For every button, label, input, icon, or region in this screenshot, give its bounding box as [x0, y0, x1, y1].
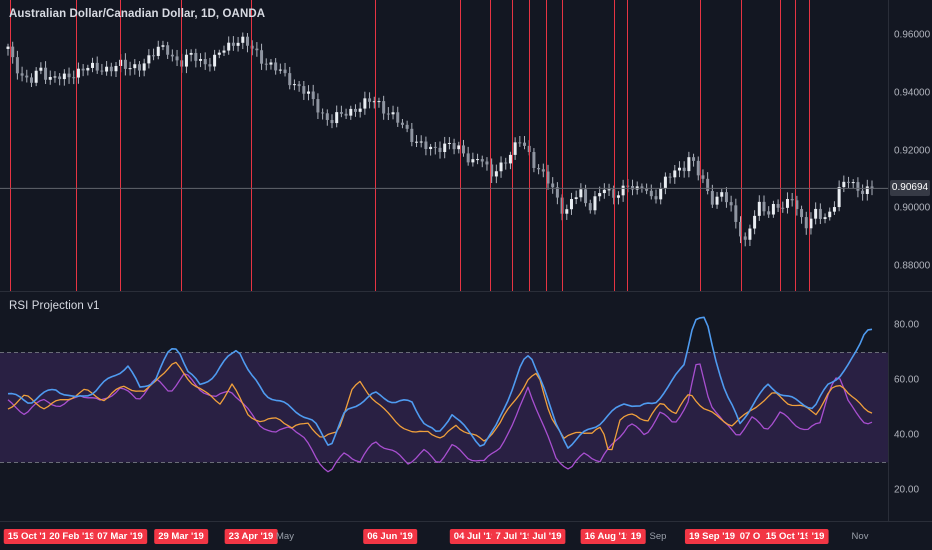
price-axis-label: 0.94000 — [894, 87, 931, 99]
rsi-axis-label: 40.00 — [894, 429, 920, 441]
time-axis-label: Sep — [649, 531, 667, 542]
price-axis-label: 0.88000 — [894, 260, 931, 272]
rsi-band — [0, 352, 888, 463]
event-date-label: 29 Mar '19 — [154, 529, 208, 544]
event-date-label: 7 Jul '19 — [491, 529, 537, 544]
event-date-label: '19 — [807, 529, 829, 544]
symbol-title[interactable]: Australian Dollar/Canadian Dollar, 1D, O… — [9, 8, 266, 20]
event-date-label: 19 — [626, 529, 646, 544]
event-date-label: 16 Aug '19 — [580, 529, 636, 544]
rsi-axis-label: 20.00 — [894, 484, 920, 496]
event-date-label: 20 Feb '19 — [45, 529, 99, 544]
event-date-label: 23 Apr '19 — [224, 529, 278, 544]
current-price-label: 0.90694 — [890, 180, 930, 197]
rsi-axis-label: 60.00 — [894, 374, 920, 386]
time-axis-label: May — [276, 531, 294, 542]
time-axis-label: Nov — [851, 531, 869, 542]
event-date-label: 07 O — [735, 529, 765, 544]
event-date-label: 19 Sep '19 — [684, 529, 740, 544]
price-axis-label: 0.96000 — [894, 29, 931, 41]
event-date-label: 07 Mar '19 — [93, 529, 147, 544]
price-axis-label: 0.90000 — [894, 202, 931, 214]
indicator-title[interactable]: RSI Projection v1 — [9, 300, 100, 312]
event-date-label: 15 Oct '19 — [761, 529, 815, 544]
event-date-label: 04 Jul '19 — [449, 529, 501, 544]
event-date-label: 15 Oct '18 — [3, 529, 57, 544]
rsi-axis[interactable] — [889, 292, 932, 521]
rsi-fast-line — [7, 316, 873, 449]
rsi-axis-label: 80.00 — [894, 319, 920, 331]
price-axis-label: 0.92000 — [894, 145, 931, 157]
event-date-label: Jul '19 — [528, 529, 566, 544]
rsi-slow-line — [7, 363, 873, 473]
price-axis[interactable] — [889, 0, 932, 291]
event-date-label: 06 Jun '19 — [363, 529, 417, 544]
